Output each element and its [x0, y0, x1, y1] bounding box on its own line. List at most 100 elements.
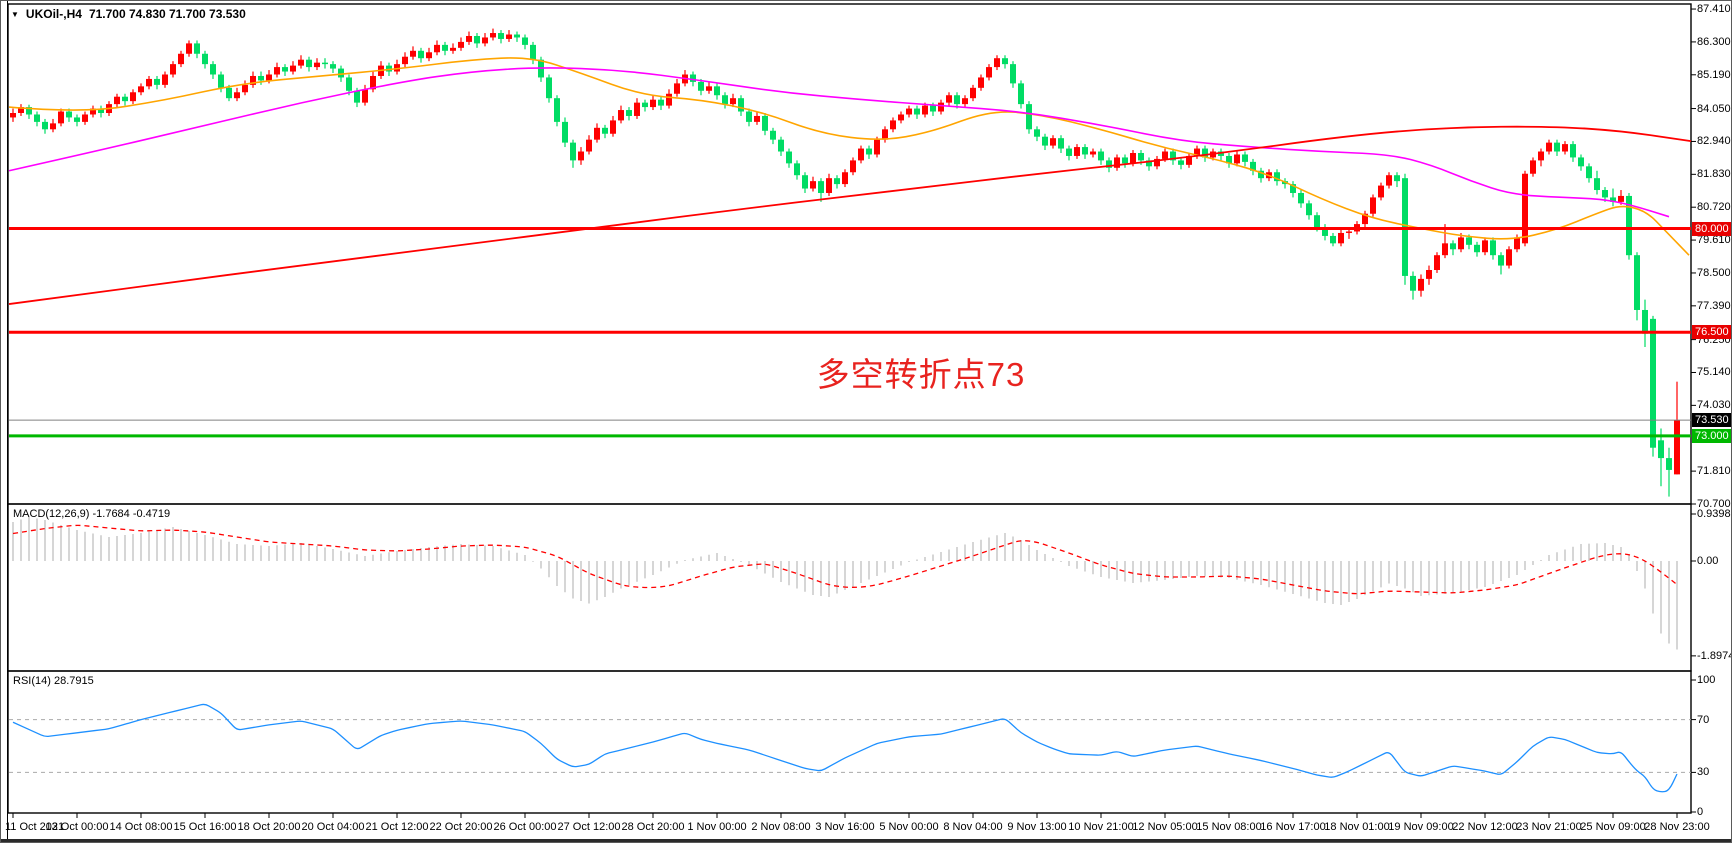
candle-body: [1618, 195, 1624, 202]
candle-body: [554, 98, 560, 122]
macd-values: -1.7684 -0.4719: [92, 508, 171, 520]
candle-body: [98, 108, 104, 114]
candle-body: [1098, 151, 1104, 161]
candle-body: [1626, 195, 1632, 256]
candle-body: [146, 78, 152, 87]
candle-body: [1434, 255, 1440, 270]
window-bottom-edge: [1, 839, 1731, 842]
candle-body: [978, 77, 984, 88]
time-axis-label: 27 Oct 12:00: [557, 821, 621, 833]
candle-body: [354, 90, 360, 103]
candle-body: [850, 160, 856, 173]
candle-body: [706, 86, 712, 91]
time-axis-label: 15 Oct 16:00: [173, 821, 237, 833]
candle-body: [322, 62, 328, 65]
candle-body: [82, 114, 88, 122]
rsi-name: RSI(14): [13, 675, 51, 687]
candle-body: [298, 59, 304, 66]
candle-body: [642, 102, 648, 108]
candle-body: [1138, 152, 1144, 161]
candle-body: [1074, 147, 1080, 156]
candle-body: [1410, 275, 1416, 291]
candle-body: [954, 95, 960, 105]
candle-body: [1586, 166, 1592, 179]
candle-body: [1258, 170, 1264, 179]
time-axis-label: 8 Nov 04:00: [943, 821, 1003, 833]
candle-body: [674, 83, 680, 94]
candle-body: [938, 102, 944, 112]
candle-body: [650, 99, 656, 108]
candle-body: [202, 53, 208, 65]
candle-body: [1610, 197, 1616, 202]
candle-body: [402, 56, 408, 65]
candle-body: [306, 59, 312, 68]
time-axis-label: 14 Oct 08:00: [109, 821, 173, 833]
candle-body: [986, 67, 992, 78]
candle-body: [282, 67, 288, 72]
candle-body: [1674, 420, 1680, 475]
candle-body: [330, 64, 336, 69]
candle-body: [514, 34, 520, 38]
candle-body: [58, 111, 64, 124]
candle-body: [522, 37, 528, 45]
candle-body: [1066, 148, 1072, 156]
price-axis-label: 79.610: [1697, 234, 1731, 247]
candle-body: [370, 75, 376, 90]
time-axis-label: 10 Nov 21:00: [1068, 821, 1134, 833]
candle-body: [1482, 240, 1488, 253]
price-axis-label: 86.300: [1697, 35, 1731, 48]
candle-body: [218, 74, 224, 88]
candle-body: [570, 142, 576, 161]
time-axis-label: 16 Nov 17:00: [1260, 821, 1326, 833]
time-axis-label: 9 Nov 13:00: [1007, 821, 1067, 833]
candle-body: [1426, 269, 1432, 279]
ma-long-red: [8, 125, 1692, 305]
candle-body: [442, 44, 448, 51]
candle-body: [26, 107, 32, 115]
rsi-axis-label: 30: [1697, 766, 1710, 779]
rsi-axis-label: 70: [1697, 713, 1710, 726]
price-axis-label: 82.940: [1697, 135, 1731, 148]
rsi-axis-label: 100: [1697, 674, 1716, 686]
candle-body: [290, 65, 296, 72]
candle-body: [1330, 235, 1336, 244]
candle-body: [906, 108, 912, 115]
candle-body: [610, 120, 616, 134]
candle-body: [666, 93, 672, 106]
candle-body: [178, 53, 184, 65]
candle-body: [410, 50, 416, 57]
candle-body: [1490, 240, 1496, 256]
candle-body: [1082, 147, 1088, 155]
candle-body: [1058, 138, 1064, 149]
candle-body: [1042, 136, 1048, 146]
candle-body: [786, 151, 792, 164]
candle-body: [1162, 151, 1168, 159]
candle-body: [394, 64, 400, 72]
window-left-frame: [7, 1, 8, 839]
candle-body: [1554, 142, 1560, 152]
candle-body: [1442, 243, 1448, 256]
candle-body: [1130, 152, 1136, 164]
candle-body: [714, 86, 720, 96]
candle-body: [834, 178, 840, 185]
candle-body: [170, 64, 176, 75]
candle-body: [1594, 178, 1600, 191]
price-axis-label: 70.700: [1697, 498, 1731, 510]
candle-body: [1650, 318, 1656, 448]
chevron-down-icon[interactable]: ▼: [11, 9, 19, 19]
candle-body: [626, 110, 632, 116]
candle-body: [186, 43, 192, 54]
rsi-indicator-label: RSI(14) 28.7915: [13, 675, 94, 687]
price-axis-label: 87.410: [1697, 3, 1731, 16]
candle-body: [250, 75, 256, 85]
candle-body: [266, 74, 272, 81]
time-axis-label: 28 Nov 23:00: [1644, 821, 1710, 833]
candle-body: [130, 92, 136, 102]
candle-body: [546, 77, 552, 99]
candle-body: [1146, 160, 1152, 167]
candle-body: [1226, 155, 1232, 164]
candle-body: [1202, 148, 1208, 158]
candle-body: [1362, 213, 1368, 225]
